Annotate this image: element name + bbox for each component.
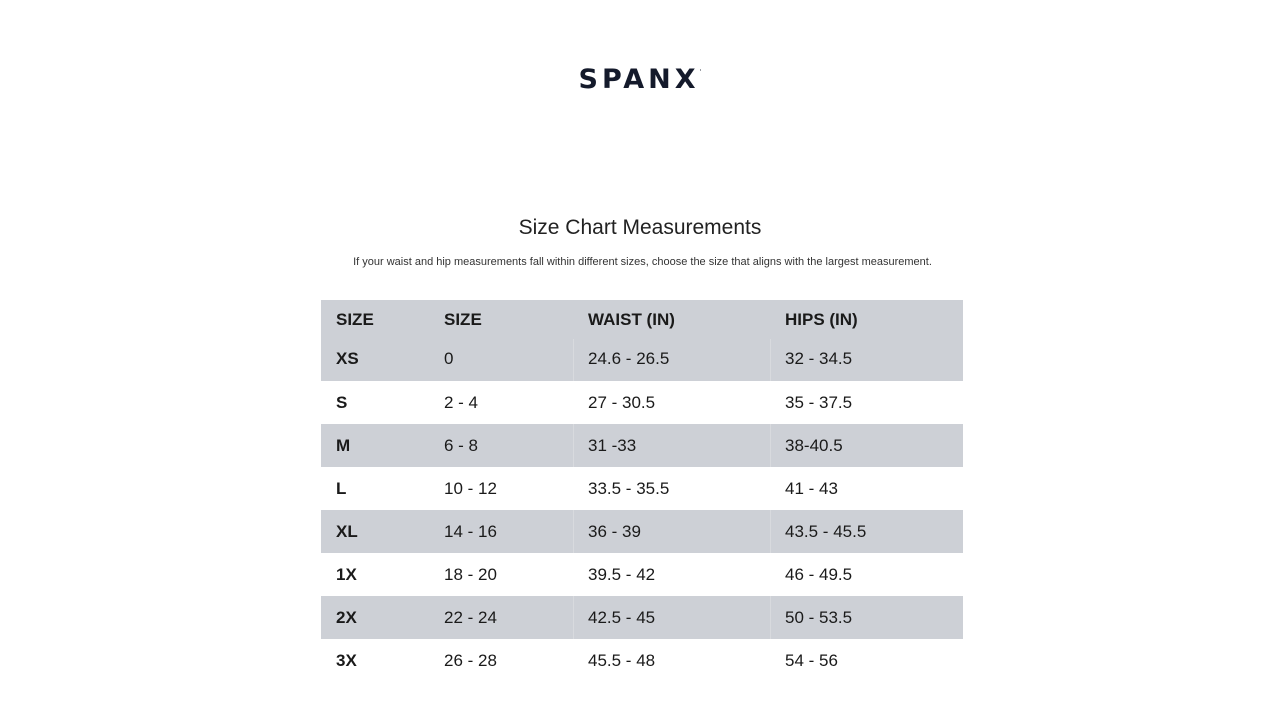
table-row: 2X 22 - 24 42.5 - 45 50 - 53.5	[321, 596, 963, 639]
table-cell: 42.5 - 45	[588, 608, 656, 627]
table-cell: 3X	[336, 651, 357, 670]
header-cell: HIPS (IN)	[785, 310, 858, 329]
table-cell: 38-40.5	[785, 436, 843, 455]
spanx-logo: SPANX·	[0, 64, 1280, 95]
page-title: Size Chart Measurements	[518, 216, 762, 239]
column-divider	[770, 339, 771, 381]
table-cell: 32 - 34.5	[785, 349, 853, 368]
table-cell: XL	[336, 522, 358, 541]
table-cell: 2 - 4	[444, 393, 479, 412]
column-divider	[770, 424, 771, 467]
column-divider	[770, 596, 771, 639]
table-cell: 54 - 56	[785, 651, 838, 670]
table-cell: 39.5 - 42	[588, 565, 656, 584]
column-divider	[573, 339, 574, 381]
table-cell: 14 - 16	[444, 522, 497, 541]
table-row: M 6 - 8 31 -33 38-40.5	[321, 424, 963, 467]
table-row: L 10 - 12 33.5 - 35.5 41 - 43	[321, 467, 963, 510]
table-cell: 41 - 43	[785, 479, 838, 498]
table-cell: 27 - 30.5	[588, 393, 656, 412]
table-cell: 6 - 8	[444, 436, 479, 455]
column-divider	[573, 596, 574, 639]
column-divider	[770, 510, 771, 553]
table-row: 3X 26 - 28 45.5 - 48 54 - 56	[321, 639, 963, 682]
table-row: S 2 - 4 27 - 30.5 35 - 37.5	[321, 381, 963, 424]
header-cell: WAIST (IN)	[588, 310, 675, 329]
column-divider	[573, 424, 574, 467]
table-row: XL 14 - 16 36 - 39 43.5 - 45.5	[321, 510, 963, 553]
header-cell: SIZE	[444, 310, 482, 329]
table-cell: 18 - 20	[444, 565, 497, 584]
table-cell: 26 - 28	[444, 651, 497, 670]
table-cell: M	[336, 436, 351, 455]
column-divider	[573, 510, 574, 553]
table-cell: 31 -33	[588, 436, 637, 455]
size-chart-table: SIZE SIZE WAIST (IN) HIPS (IN) XS 0 24.6 -…	[321, 300, 963, 682]
table-cell: 24.6 - 26.5	[588, 349, 670, 368]
table-cell: S	[336, 393, 348, 412]
table-header-row: SIZE SIZE WAIST (IN) HIPS (IN)	[321, 300, 963, 339]
table-cell: XS	[336, 349, 359, 368]
size-note: If your waist and hip measurements fall …	[353, 256, 932, 268]
table-cell: 33.5 - 35.5	[588, 479, 670, 498]
table-cell: 36 - 39	[588, 522, 641, 541]
table-row: 1X 18 - 20 39.5 - 42 46 - 49.5	[321, 553, 963, 596]
logo-text: SPANX	[578, 64, 700, 95]
table-cell: 45.5 - 48	[588, 651, 656, 670]
logo-mark: ·	[699, 68, 702, 74]
header-cell: SIZE	[336, 310, 374, 329]
table-cell: 1X	[336, 565, 357, 584]
table-cell: 46 - 49.5	[785, 565, 853, 584]
table-cell: 35 - 37.5	[785, 393, 853, 412]
table-cell: 43.5 - 45.5	[785, 522, 867, 541]
table-body: XS 0 24.6 - 26.5 32 - 34.5 S 2 - 4 27 - 30.5 35…	[321, 339, 963, 682]
table-cell: 2X	[336, 608, 357, 627]
table-cell: 50 - 53.5	[785, 608, 853, 627]
table-row: XS 0 24.6 - 26.5 32 - 34.5	[321, 339, 963, 381]
table-cell: 10 - 12	[444, 479, 497, 498]
table-cell: 0	[444, 349, 454, 368]
table-cell: L	[336, 479, 347, 498]
table-cell: 22 - 24	[444, 608, 497, 627]
